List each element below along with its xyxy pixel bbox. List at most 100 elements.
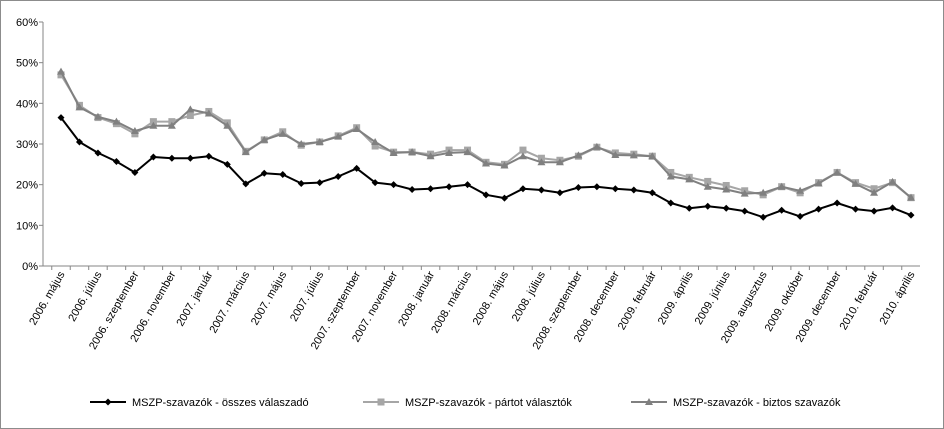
data-point [851, 179, 860, 187]
data-point [648, 189, 656, 197]
y-tick-label: 20% [16, 180, 38, 192]
data-point [445, 183, 453, 191]
x-tick-label: 2009. október [763, 269, 807, 334]
data-point [833, 168, 842, 176]
data-point [186, 112, 194, 120]
data-point [666, 172, 675, 180]
data-point [241, 148, 250, 156]
data-point [167, 121, 176, 129]
series-line [60, 74, 912, 199]
data-point [186, 154, 194, 162]
data-point [315, 137, 324, 145]
data-point [131, 168, 139, 176]
data-point [464, 181, 472, 189]
legend-marker [377, 398, 385, 406]
data-point [648, 152, 657, 160]
data-point [741, 207, 749, 215]
data-point [870, 207, 878, 215]
data-point [537, 158, 546, 166]
data-point [408, 148, 417, 156]
data-point [777, 182, 786, 190]
data-point [740, 189, 749, 197]
series-2 [57, 71, 915, 202]
legend-item-3: MSZP-szavazók - biztos szavazók [631, 397, 841, 409]
data-point [685, 204, 693, 212]
x-tick-label: 2007. július [288, 269, 326, 324]
data-point [759, 213, 767, 221]
data-point [629, 151, 638, 159]
y-tick-label: 50% [16, 58, 38, 70]
series-1 [57, 114, 915, 221]
data-point [93, 112, 102, 120]
data-point [870, 185, 878, 193]
data-point [94, 149, 102, 157]
data-point [223, 121, 232, 129]
data-point [500, 161, 509, 169]
data-point [907, 193, 915, 201]
data-point [685, 175, 694, 183]
axes: 0% 10% 20% 30% 40% 50% 60% [16, 17, 920, 273]
data-point [112, 117, 121, 125]
x-tick-label: 2007. január [174, 269, 215, 328]
data-point [316, 179, 324, 187]
data-point [445, 148, 454, 156]
data-point [75, 138, 83, 146]
data-point [279, 171, 287, 178]
x-tick-label: 2006. július [66, 269, 104, 324]
legend-label: MSZP-szavazók - összes válaszadó [132, 397, 309, 409]
data-point [814, 179, 823, 187]
data-point [297, 140, 306, 147]
data-point [426, 152, 435, 160]
data-point [260, 135, 269, 143]
data-point [57, 114, 65, 122]
data-point [593, 183, 601, 191]
y-tick-label: 0% [22, 261, 38, 273]
data-point [556, 189, 564, 197]
data-point [57, 67, 65, 75]
series-line [60, 71, 912, 199]
data-point [611, 185, 619, 193]
data-point [186, 105, 195, 113]
legend-item-2: MSZP-szavazók - pártot választók [363, 397, 572, 409]
data-point [796, 186, 805, 194]
data-point [352, 124, 361, 132]
data-point [537, 186, 545, 194]
data-point [242, 180, 250, 188]
data-point [722, 204, 730, 212]
data-point [130, 126, 139, 134]
x-tick-label: 2008. május [471, 269, 512, 327]
data-point [75, 103, 84, 111]
data-point [223, 160, 231, 168]
data-point [592, 142, 601, 150]
data-point [389, 148, 398, 156]
x-tick-label: 2008. július [510, 269, 548, 324]
x-tick-label: 2008. január [396, 269, 437, 328]
legend-label: MSZP-szavazók - biztos szavazók [673, 397, 841, 409]
y-tick-label: 30% [16, 139, 38, 151]
data-point [463, 148, 472, 156]
data-point [427, 185, 435, 193]
data-point [149, 118, 157, 126]
data-point [205, 152, 213, 160]
x-tick-label: 2008. március [429, 269, 474, 335]
data-point [57, 71, 65, 79]
data-point [112, 157, 120, 165]
legend-item-1: MSZP-szavazók - összes válaszadó [90, 397, 309, 409]
data-point [907, 211, 915, 219]
data-point [889, 204, 897, 212]
data-point [334, 173, 342, 181]
data-point [778, 206, 786, 214]
legend-marker [104, 398, 112, 406]
data-point [667, 168, 675, 176]
y-tick-label: 40% [16, 98, 38, 110]
data-point [260, 169, 268, 177]
data-point [888, 177, 897, 185]
y-tick-label: 60% [16, 17, 38, 29]
data-point [278, 129, 287, 137]
data-point [611, 150, 620, 158]
x-tick-label: 2007. március [207, 269, 252, 335]
data-point [703, 182, 712, 190]
data-point [371, 179, 379, 187]
